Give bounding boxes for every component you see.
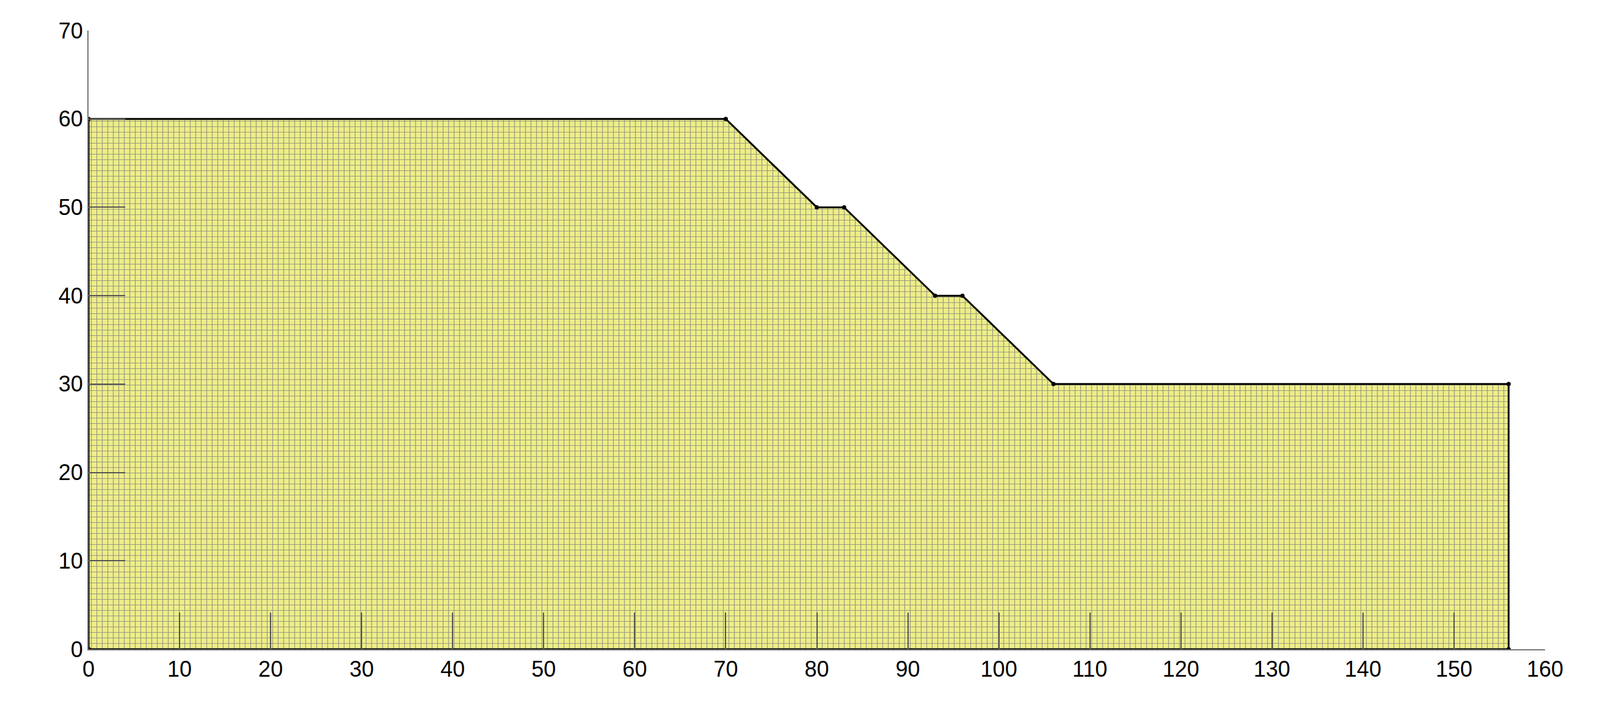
- svg-text:20: 20: [258, 656, 283, 682]
- svg-text:50: 50: [58, 194, 84, 220]
- svg-text:10: 10: [58, 548, 84, 574]
- svg-text:60: 60: [58, 106, 84, 132]
- svg-text:110: 110: [1072, 656, 1108, 682]
- svg-text:90: 90: [895, 656, 921, 682]
- svg-text:0: 0: [70, 636, 84, 662]
- svg-text:0: 0: [82, 656, 95, 682]
- svg-text:40: 40: [440, 656, 465, 682]
- svg-text:30: 30: [349, 656, 374, 682]
- svg-text:160: 160: [1526, 656, 1564, 682]
- svg-text:150: 150: [1435, 656, 1473, 682]
- svg-text:130: 130: [1253, 656, 1291, 682]
- svg-text:10: 10: [167, 656, 192, 682]
- svg-text:50: 50: [531, 656, 556, 682]
- svg-text:40: 40: [58, 283, 84, 309]
- svg-text:70: 70: [58, 18, 84, 44]
- svg-text:100: 100: [980, 656, 1018, 682]
- svg-text:70: 70: [713, 656, 738, 682]
- svg-text:140: 140: [1344, 656, 1382, 682]
- svg-text:30: 30: [58, 371, 84, 397]
- svg-text:20: 20: [58, 459, 84, 485]
- svg-text:120: 120: [1162, 656, 1200, 682]
- svg-text:60: 60: [622, 656, 647, 682]
- svg-text:80: 80: [804, 656, 829, 682]
